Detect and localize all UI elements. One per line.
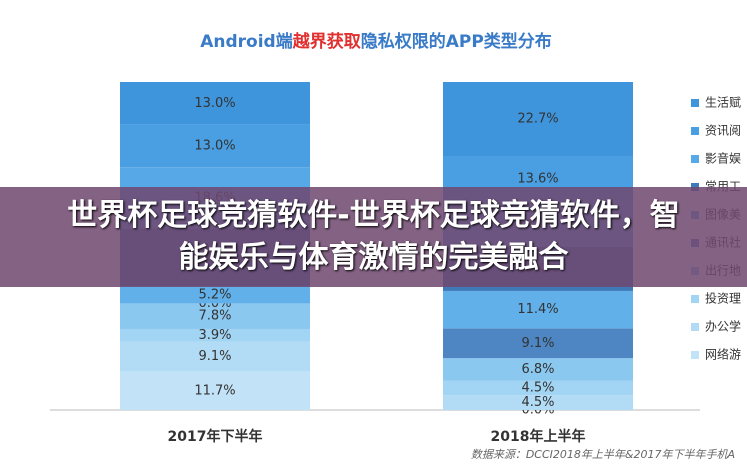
banner: 世界杯足球竞猜软件-世界杯足球竞猜软件，智能娱乐与体育激情的完美融合 — [0, 187, 747, 287]
x-tick-label: 2017年下半年 — [168, 428, 263, 445]
source: 数据来源：DCCI2018年上半年&2017年下半年手机A — [471, 448, 735, 461]
bar-segment — [443, 380, 633, 396]
legend-label: 生活赋 — [705, 96, 741, 110]
x-tick-label: 2018年上半年 — [491, 428, 586, 445]
title-part: 隐私权限的APP类型分布 — [361, 31, 552, 52]
bar-segment — [120, 303, 310, 329]
legend-swatch — [691, 127, 699, 135]
data-label: 6.8% — [521, 362, 554, 377]
data-label: 5.2% — [198, 287, 231, 302]
data-label: 13.0% — [194, 138, 235, 153]
legend-label: 投资理 — [705, 291, 741, 306]
bar-segment — [443, 290, 633, 329]
legend-label: 办公学 — [705, 319, 741, 334]
legend-label: 资讯阅 — [705, 124, 741, 138]
legend-swatch — [691, 155, 699, 163]
bar-segment — [120, 328, 310, 342]
data-label: 9.1% — [521, 336, 554, 351]
legend-label: 影音娱 — [705, 151, 741, 166]
data-label: 11.4% — [517, 302, 558, 317]
data-label: 13.6% — [517, 171, 558, 186]
legend-swatch — [691, 295, 699, 303]
legend-swatch — [691, 323, 699, 331]
data-label: 9.1% — [198, 349, 231, 364]
bar-segment — [443, 82, 633, 157]
title-part: Android端 — [200, 31, 293, 52]
bar-segment — [120, 341, 310, 372]
data-label: 22.7% — [517, 112, 558, 127]
data-label: 4.5% — [521, 395, 554, 410]
bar-segment — [120, 286, 310, 304]
legend-swatch — [691, 351, 699, 359]
bar-segment — [443, 328, 633, 359]
chart-title: Android端越界获取隐私权限的APP类型分布 — [200, 31, 552, 52]
legend-swatch — [691, 99, 699, 107]
bar-segment — [120, 124, 310, 168]
headline: 世界杯足球竞猜软件-世界杯足球竞猜软件，智能娱乐与体育激情的完美融合 — [67, 198, 680, 275]
data-label: 13.0% — [194, 96, 235, 111]
title-part: 越界获取 — [292, 31, 361, 52]
legend-label: 网络游 — [705, 347, 741, 362]
bar-segment — [120, 82, 310, 125]
data-label: 4.5% — [521, 380, 554, 395]
bar-segment — [120, 371, 310, 410]
data-label: 11.7% — [194, 383, 235, 398]
bar-segment — [443, 358, 633, 381]
bar-segment — [443, 395, 633, 410]
data-label: 7.8% — [198, 309, 231, 324]
data-label: 3.9% — [198, 328, 231, 343]
